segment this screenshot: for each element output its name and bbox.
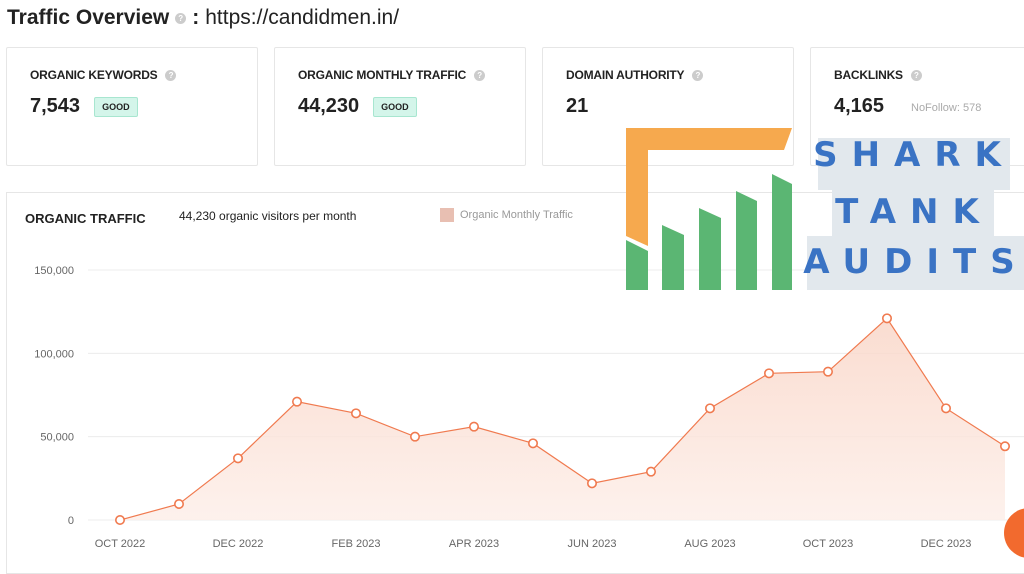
card-organic-monthly-traffic: ORGANIC MONTHLY TRAFFIC? 44,230 GOOD [274, 47, 526, 166]
nofollow-count: NoFollow: 578 [911, 102, 982, 114]
panel-description: 44,230 organic visitors per month [179, 209, 357, 223]
logo-bar [736, 191, 757, 290]
x-tick-label: APR 2023 [449, 538, 499, 550]
logo-text: TANK [835, 192, 993, 232]
page-title: Traffic Overview ? : https://candidmen.i… [7, 6, 399, 30]
panel-title: ORGANIC TRAFFIC [25, 211, 146, 226]
data-point [409, 431, 420, 442]
card-value: 21 [566, 95, 589, 117]
series-area [120, 318, 1005, 520]
logo-bar [699, 208, 721, 290]
logo-text: SHARK [813, 135, 1015, 175]
x-tick-label: DEC 2023 [921, 538, 972, 550]
title-text: Traffic Overview [7, 6, 170, 29]
data-point [881, 313, 892, 324]
data-point [940, 403, 951, 414]
card-organic-keywords: ORGANIC KEYWORDS? 7,543 GOOD [6, 47, 258, 166]
x-tick-label: FEB 2023 [332, 538, 381, 550]
series-line [119, 317, 1006, 521]
logo-bar [662, 225, 684, 290]
site-url: https://candidmen.in/ [205, 6, 400, 29]
data-point [527, 438, 538, 449]
card-value: 7,543 [30, 95, 81, 117]
x-tick-label: DEC 2022 [213, 538, 264, 550]
shark-tank-audits-watermark: SHARK TANK AUDITS [626, 128, 1024, 290]
traffic-chart: 0 50,000 100,000 150,000 OCT 2022 DEC 2022 FEB… [34, 265, 1024, 550]
y-tick-label: 100,000 [34, 348, 74, 360]
logo-bar [772, 174, 792, 290]
x-tick-label: OCT 2023 [803, 538, 854, 550]
x-tick-label: JUN 2023 [568, 538, 617, 550]
data-point [645, 466, 656, 477]
card-label: DOMAIN AUTHORITY [566, 68, 685, 82]
data-point [704, 403, 715, 414]
y-tick-label: 50,000 [40, 432, 74, 444]
status-badge: GOOD [373, 96, 417, 117]
y-tick-label: 150,000 [34, 265, 74, 277]
data-point [468, 421, 479, 432]
card-value: 44,230 [298, 95, 360, 117]
help-icon[interactable]: ? [474, 69, 486, 81]
help-icon[interactable]: ? [165, 69, 177, 81]
card-label: ORGANIC MONTHLY TRAFFIC [298, 68, 467, 82]
data-point [174, 498, 185, 509]
logo-text: AUDITS [803, 242, 1024, 282]
data-point [586, 478, 597, 489]
legend-swatch [440, 208, 454, 222]
data-point [822, 366, 833, 377]
help-icon[interactable]: ? [910, 69, 922, 81]
help-icon[interactable]: ? [692, 69, 704, 81]
data-point [291, 396, 302, 407]
x-tick-label: AUG 2023 [684, 538, 735, 550]
y-tick-label: 0 [68, 515, 74, 527]
card-label: ORGANIC KEYWORDS [30, 68, 158, 82]
separator: : [192, 6, 200, 29]
x-tick-label: OCT 2022 [95, 538, 146, 550]
data-point [763, 368, 774, 379]
card-value: 4,165 [834, 95, 885, 117]
data-point [999, 441, 1010, 452]
data-point [233, 453, 244, 464]
logo-bar [626, 240, 648, 290]
card-label: BACKLINKS [834, 68, 903, 82]
data-point [350, 408, 361, 419]
help-icon[interactable]: ? [175, 12, 187, 24]
legend-label: Organic Monthly Traffic [460, 209, 573, 221]
status-badge: GOOD [94, 96, 138, 117]
data-point [115, 514, 126, 525]
logo-orange-shape [626, 128, 792, 246]
chat-button[interactable] [1004, 508, 1024, 558]
chart-legend[interactable]: Organic Monthly Traffic [440, 208, 573, 222]
